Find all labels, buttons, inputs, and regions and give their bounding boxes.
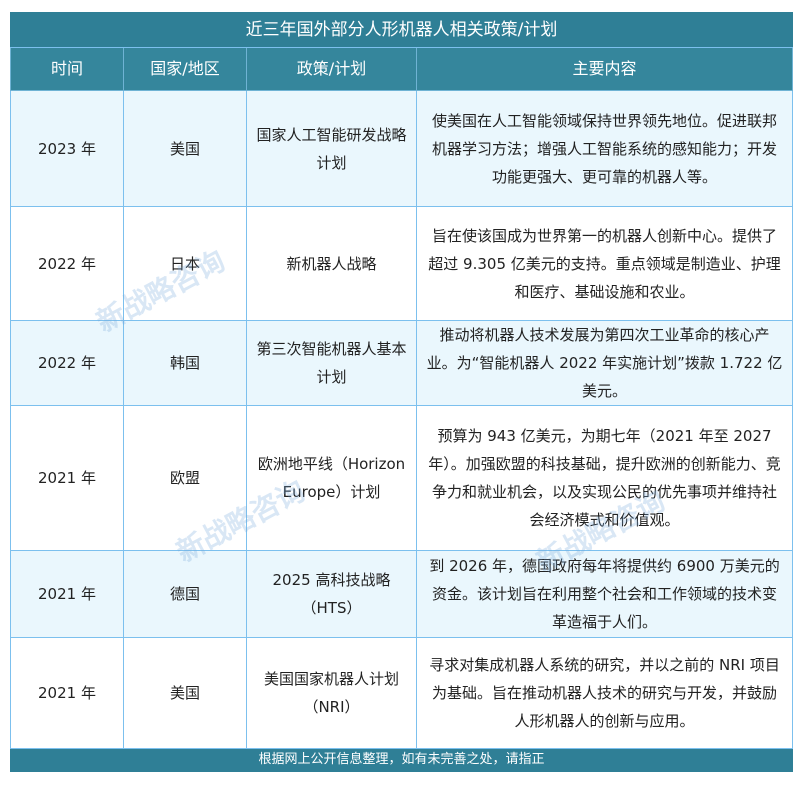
table-row: 2022 年 韩国 第三次智能机器人基本计划 推动将机器人技术发展为第四次工业革… [10, 320, 794, 406]
cell-content: 寻求对集成机器人系统的研究，并以之前的 NRI 项目为基础。旨在推动机器人技术的… [415, 637, 794, 749]
cell-policy: 美国国家机器人计划（NRI） [246, 637, 417, 749]
cell-policy: 第三次智能机器人基本计划 [246, 320, 417, 406]
header-country: 国家/地区 [123, 47, 247, 91]
cell-time: 2021 年 [10, 405, 124, 551]
table-row: 2023 年 美国 国家人工智能研发战略计划 使美国在人工智能领域保持世界领先地… [10, 90, 794, 207]
table-row: 2021 年 欧盟 欧洲地平线（Horizon Europe）计划 预算为 94… [10, 405, 794, 551]
cell-country: 德国 [123, 550, 247, 638]
cell-time: 2021 年 [10, 550, 124, 638]
cell-policy: 新机器人战略 [246, 206, 417, 321]
cell-time: 2021 年 [10, 637, 124, 749]
table-footer-note: 根据网上公开信息整理，如有未完善之处，请指正 [9, 748, 794, 772]
cell-country: 韩国 [123, 320, 247, 406]
header-policy: 政策/计划 [246, 47, 417, 91]
cell-time: 2023 年 [10, 90, 124, 207]
policy-table: 近三年国外部分人形机器人相关政策/计划 时间 国家/地区 政策/计划 主要内容 … [9, 12, 794, 772]
table-row: 2021 年 美国 美国国家机器人计划（NRI） 寻求对集成机器人系统的研究，并… [10, 637, 794, 749]
cell-content: 到 2026 年，德国政府每年将提供约 6900 万美元的资金。该计划旨在利用整… [415, 550, 794, 638]
cell-time: 2022 年 [10, 206, 124, 321]
cell-content: 预算为 943 亿美元，为期七年（2021 年至 2027 年）。加强欧盟的科技… [415, 405, 794, 551]
header-content: 主要内容 [415, 47, 794, 91]
cell-policy: 2025 高科技战略（HTS） [246, 550, 417, 638]
cell-country: 欧盟 [123, 405, 247, 551]
header-time: 时间 [10, 47, 124, 91]
cell-policy: 国家人工智能研发战略计划 [246, 90, 417, 207]
cell-content: 使美国在人工智能领域保持世界领先地位。促进联邦机器学习方法；增强人工智能系统的感… [415, 90, 794, 207]
cell-time: 2022 年 [10, 320, 124, 406]
cell-policy: 欧洲地平线（Horizon Europe）计划 [246, 405, 417, 551]
cell-country: 美国 [123, 637, 247, 749]
cell-country: 日本 [123, 206, 247, 321]
cell-country: 美国 [123, 90, 247, 207]
table-row: 2021 年 德国 2025 高科技战略（HTS） 到 2026 年，德国政府每… [10, 550, 794, 638]
table-row: 2022 年 日本 新机器人战略 旨在使该国成为世界第一的机器人创新中心。提供了… [10, 206, 794, 321]
cell-content: 旨在使该国成为世界第一的机器人创新中心。提供了超过 9.305 亿美元的支持。重… [415, 206, 794, 321]
table-title: 近三年国外部分人形机器人相关政策/计划 [9, 12, 794, 48]
cell-content: 推动将机器人技术发展为第四次工业革命的核心产业。为“智能机器人 2022 年实施… [415, 320, 794, 406]
